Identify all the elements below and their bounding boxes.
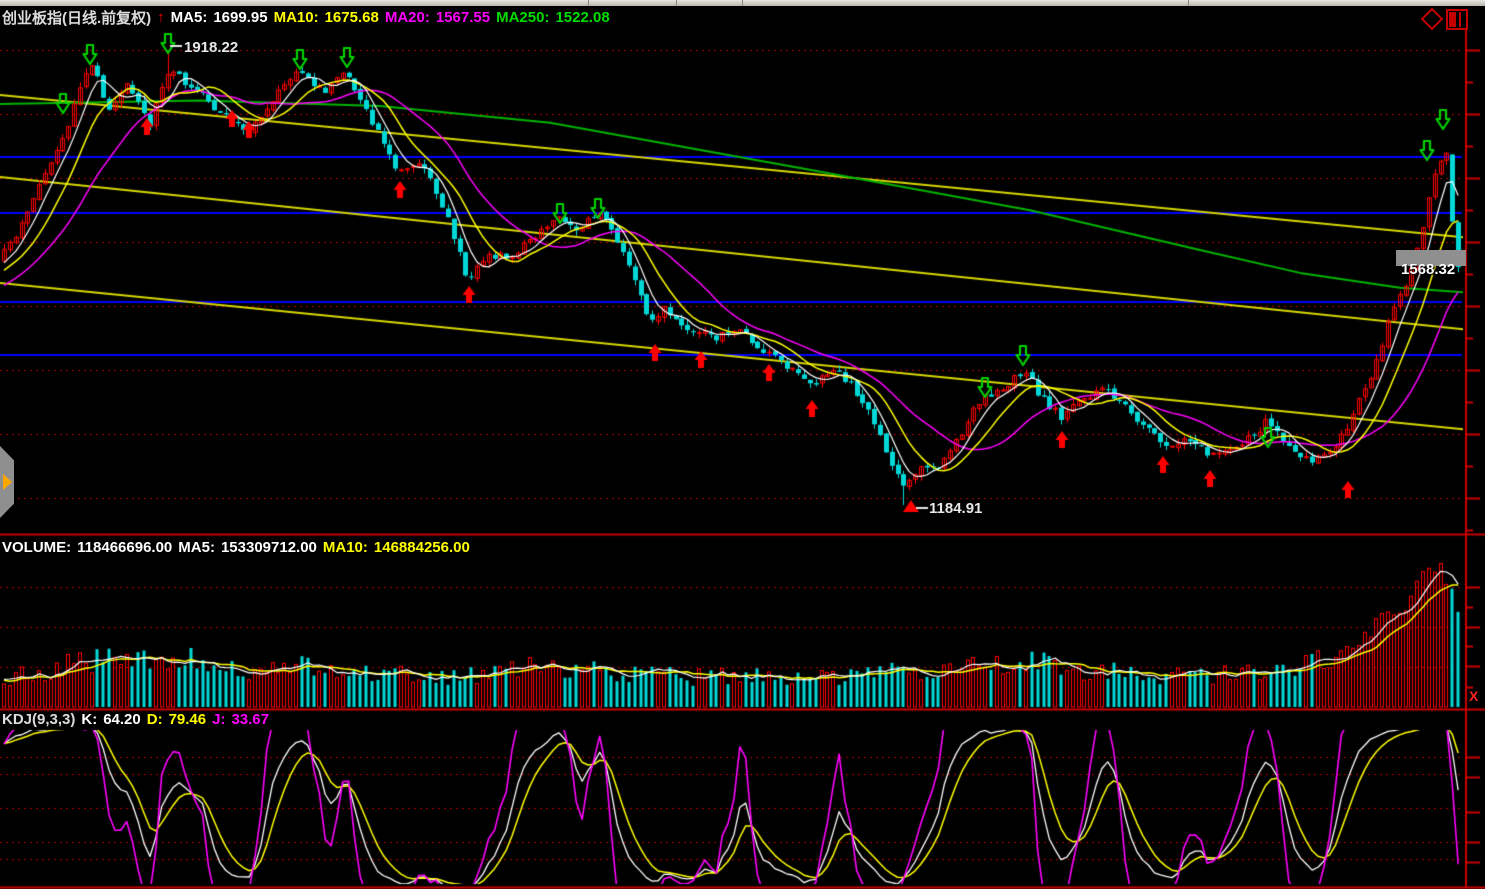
volume-header: VOLUME: 118466696.00 MA5: 153309712.00 M… [2, 539, 476, 556]
last-price-tag-box [1396, 250, 1466, 266]
ma10-label: MA10: [273, 9, 319, 26]
kdj-k-label: K: [81, 711, 98, 728]
toolbar-separator [676, 0, 677, 6]
kdj-d-label: D: [146, 711, 163, 728]
ma250-label: MA250: [496, 9, 550, 26]
ma20-label: MA20: [384, 9, 430, 26]
window-split-glyph [1459, 12, 1461, 27]
split-window-icon[interactable] [1446, 9, 1468, 30]
volume-ma5-label: MA5: [178, 539, 215, 556]
kdj-j-value: 33.67 [231, 711, 269, 728]
volume-ma10-label: MA10: [322, 539, 368, 556]
kdj-j-label: J: [212, 711, 226, 728]
close-indicator-button[interactable]: X [1469, 688, 1479, 704]
low-price-annotation: 1184.91 [929, 500, 983, 517]
last-price-tag: 1568.32 [1401, 261, 1456, 278]
ma5-label: MA5: [170, 9, 208, 26]
toolbar-separator [1188, 0, 1189, 6]
volume-ma10-value: 146884256.00 [373, 539, 470, 556]
kdj-header: KDJ(9,3,3) K: 64.20 D: 79.46 J: 33.67 [2, 711, 275, 728]
volume-label: VOLUME: [2, 539, 72, 556]
main-chart-header: 创业板指(日线.前复权) ↑ MA5: 1699.95 MA10: 1675.6… [2, 7, 616, 28]
kdj-k-value: 64.20 [103, 711, 141, 728]
high-price-annotation: 1918.22 [184, 39, 239, 56]
window-pane-glyph [1449, 12, 1456, 27]
ma250-value: 1522.08 [555, 9, 610, 26]
kdj-label: KDJ(9,3,3) [2, 711, 76, 728]
ma5-value: 1699.95 [213, 9, 268, 26]
drawer-arrow-icon [3, 474, 12, 490]
ma20-value: 1567.55 [435, 9, 491, 26]
instrument-title: 创业板指(日线.前复权) [2, 10, 152, 27]
trend-up-arrow-icon: ↑ [157, 9, 165, 26]
ma10-value: 1675.68 [324, 9, 379, 26]
kdj-d-value: 79.46 [168, 711, 207, 728]
toolbar-separator [588, 0, 589, 6]
sidebar-drawer-handle[interactable] [0, 446, 14, 518]
top-toolbar-edge [0, 0, 1485, 6]
volume-value: 118466696.00 [77, 539, 173, 556]
toolbar-separator [742, 0, 743, 6]
volume-ma5-value: 153309712.00 [220, 539, 317, 556]
